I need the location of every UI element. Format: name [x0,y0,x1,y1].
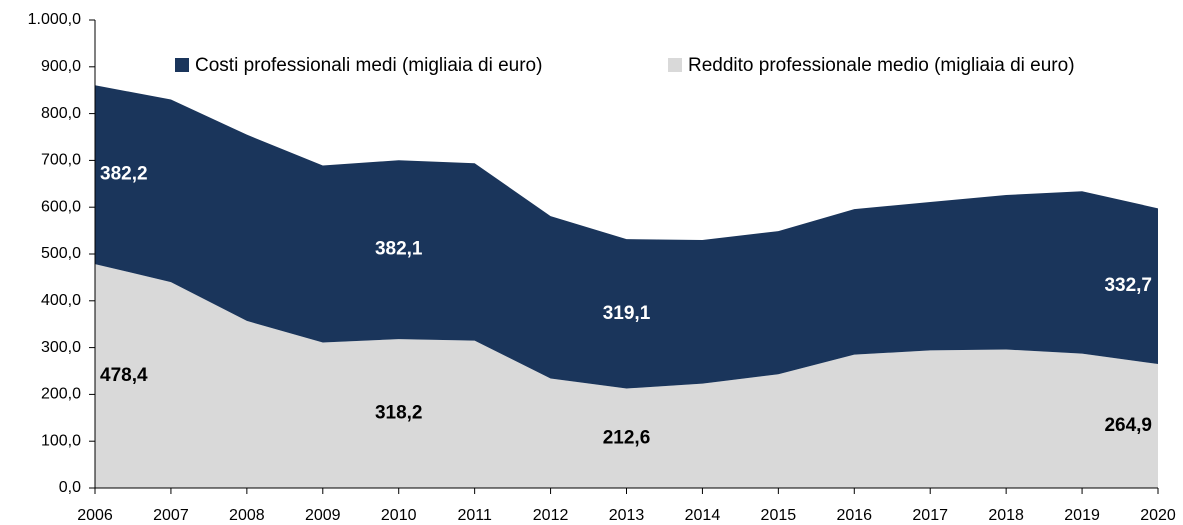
y-tick-label: 300,0 [41,339,81,356]
value-label: 264,9 [1104,415,1152,436]
y-tick-label: 400,0 [41,292,81,309]
x-tick-label: 2014 [685,507,721,524]
legend-label: Reddito professionale medio (migliaia di… [688,55,1075,76]
value-label: 478,4 [100,365,148,386]
y-tick-label: 900,0 [41,58,81,75]
legend-label: Costi professionali medi (migliaia di eu… [195,55,542,76]
area [95,85,1158,389]
y-tick-label: 800,0 [41,105,81,122]
y-tick-label: 600,0 [41,198,81,215]
y-tick-label: 200,0 [41,386,81,403]
value-label: 318,2 [375,403,423,424]
x-tick-label: 2008 [229,507,265,524]
x-tick-label: 2012 [533,507,569,524]
x-tick-label: 2009 [305,507,341,524]
y-tick-label: 700,0 [41,152,81,169]
legend-swatch [175,58,189,72]
x-tick-label: 2018 [988,507,1024,524]
x-tick-label: 2015 [761,507,797,524]
value-label: 332,7 [1104,275,1152,296]
y-tick-label: 500,0 [41,245,81,262]
x-tick-label: 2016 [836,507,872,524]
y-tick-label: 1.000,0 [28,11,81,28]
x-tick-label: 2011 [457,507,492,524]
legend-swatch [668,58,682,72]
value-label: 382,1 [375,239,423,260]
y-tick-label: 100,0 [41,432,81,449]
y-tick-label: 0,0 [59,479,81,496]
x-tick-label: 2019 [1064,507,1100,524]
value-label: 319,1 [603,303,651,324]
x-tick-label: 2020 [1140,507,1176,524]
x-tick-label: 2013 [609,507,645,524]
value-label: 212,6 [603,427,651,448]
area [95,264,1158,488]
x-tick-label: 2010 [381,507,417,524]
value-label: 382,2 [100,164,148,185]
x-tick-label: 2007 [153,507,189,524]
x-tick-label: 2017 [912,507,948,524]
x-tick-label: 2006 [77,507,113,524]
